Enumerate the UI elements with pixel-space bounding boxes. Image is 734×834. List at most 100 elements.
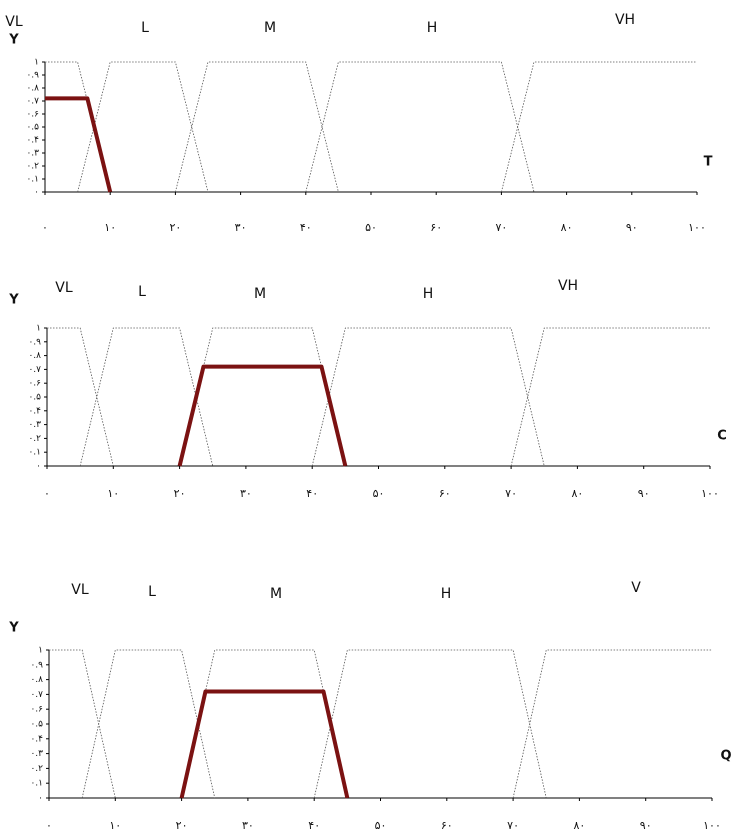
y-tick-label: ۱ <box>38 646 43 656</box>
y-tick-label: ۰.۲ <box>28 434 41 444</box>
x-tick-label: ۶۰ <box>439 487 451 500</box>
set-label: M <box>264 20 276 36</box>
set-label: L <box>138 284 146 300</box>
membership-line <box>314 650 546 798</box>
y-tick-label: ۰.۹ <box>26 71 39 81</box>
x-tick-label: ۵۰ <box>365 221 377 234</box>
membership-line <box>47 328 113 466</box>
y-tick-label: ۰.۴ <box>26 136 39 146</box>
y-tick-label: ۰.۶ <box>28 379 41 389</box>
result-line <box>45 98 110 192</box>
x-tick-label: ۴۰ <box>308 819 320 832</box>
y-tick-label: ۰.۵ <box>28 393 41 403</box>
x-tick-label: ۴۰ <box>306 487 318 500</box>
x-tick-label: ۸۰ <box>573 819 585 832</box>
result-line <box>180 367 346 466</box>
x-axis-label: Q <box>720 749 731 764</box>
x-tick-label: ۳۰ <box>235 221 247 234</box>
membership-line <box>511 328 710 466</box>
y-tick-label: ۰.۴ <box>28 406 41 416</box>
set-label: M <box>270 586 282 602</box>
x-tick-label: ۹۰ <box>638 487 650 500</box>
set-label: H <box>423 286 434 302</box>
y-tick-label: ۰.۵ <box>26 123 39 133</box>
x-tick-label: ۸۰ <box>561 221 573 234</box>
y-tick-label: ۰.۳ <box>28 420 41 430</box>
x-tick-label: ۶۰ <box>441 819 453 832</box>
membership-line <box>180 328 346 466</box>
set-label: VL <box>55 280 73 296</box>
x-tick-label: ۰ <box>42 221 48 234</box>
x-tick-label: ۷۰ <box>495 221 507 234</box>
y-tick-label: ۰.۷ <box>30 690 43 700</box>
y-tick-label: ۰.۷ <box>26 97 39 107</box>
y-tick-label: ۰.۳ <box>26 149 39 159</box>
x-tick-label: ۳۰ <box>242 819 254 832</box>
y-tick-label: ۰.۱ <box>30 779 43 789</box>
y-tick-label: ۰.۵ <box>30 720 43 730</box>
membership-line <box>182 650 348 798</box>
membership-line <box>45 62 110 192</box>
y-tick-label: ۰.۶ <box>26 110 39 120</box>
x-tick-label: ۰ <box>44 487 50 500</box>
x-tick-label: ۱۰۰ <box>688 221 706 234</box>
set-label: H <box>441 586 452 602</box>
figure: ۰۰.۱۰.۲۰.۳۰.۴۰.۵۰.۶۰.۷۰.۸۰.۹۱۰۱۰۲۰۳۰۴۰۵۰… <box>0 0 734 834</box>
x-tick-label: ۹۰ <box>626 221 638 234</box>
membership-line <box>513 650 712 798</box>
y-tick-label: ۰ <box>38 794 43 804</box>
y-tick-label: ۰.۷ <box>28 365 41 375</box>
y-tick-label: ۱ <box>36 324 41 334</box>
y-axis-label: Y <box>8 621 19 636</box>
y-tick-label: ۰.۹ <box>28 337 41 347</box>
x-tick-label: ۲۰ <box>174 487 186 500</box>
x-tick-label: ۱۰ <box>107 487 119 500</box>
membership-line <box>49 650 115 798</box>
y-tick-label: ۰.۹ <box>30 660 43 670</box>
x-tick-label: ۶۰ <box>430 221 442 234</box>
x-tick-label: ۷۰ <box>507 819 519 832</box>
y-tick-label: ۰ <box>36 462 41 472</box>
x-tick-label: ۳۰ <box>240 487 252 500</box>
y-tick-label: ۰ <box>34 188 39 198</box>
x-tick-label: ۷۰ <box>505 487 517 500</box>
membership-line <box>312 328 544 466</box>
x-axis-label: T <box>704 155 713 170</box>
membership-line <box>82 650 215 798</box>
set-label: VH <box>615 12 635 28</box>
x-tick-label: ۱۰ <box>104 221 116 234</box>
y-tick-label: ۱ <box>34 58 39 68</box>
x-tick-label: ۸۰ <box>571 487 583 500</box>
membership-line <box>501 62 697 192</box>
x-tick-label: ۲۰ <box>169 221 181 234</box>
x-tick-label: ۱۰ <box>109 819 121 832</box>
membership-line <box>175 62 338 192</box>
y-tick-label: ۰.۱ <box>26 175 39 185</box>
x-tick-label: ۰ <box>46 819 52 832</box>
x-tick-label: ۹۰ <box>640 819 652 832</box>
x-tick-label: ۱۰۰ <box>703 819 721 832</box>
x-tick-label: ۱۰۰ <box>701 487 719 500</box>
x-tick-label: ۵۰ <box>373 487 385 500</box>
y-tick-label: ۰.۳ <box>30 749 43 759</box>
membership-line <box>78 62 208 192</box>
y-axis-label: Y <box>8 33 19 48</box>
y-tick-label: ۰.۲ <box>26 162 39 172</box>
set-label: V <box>631 580 641 596</box>
set-label: VL <box>5 14 23 30</box>
y-tick-label: ۰.۲ <box>30 764 43 774</box>
y-axis-label: Y <box>8 293 19 308</box>
y-tick-label: ۰.۶ <box>30 705 43 715</box>
membership-line <box>80 328 213 466</box>
x-tick-label: ۲۰ <box>176 819 188 832</box>
set-label: H <box>427 20 438 36</box>
x-tick-label: ۴۰ <box>300 221 312 234</box>
result-line <box>182 691 348 798</box>
y-tick-label: ۰.۸ <box>26 84 39 94</box>
set-label: VL <box>71 582 89 598</box>
y-tick-label: ۰.۴ <box>30 734 43 744</box>
y-tick-label: ۰.۸ <box>28 351 41 361</box>
set-label: M <box>254 286 266 302</box>
x-axis-label: C <box>717 429 727 444</box>
y-tick-label: ۰.۱ <box>28 448 41 458</box>
